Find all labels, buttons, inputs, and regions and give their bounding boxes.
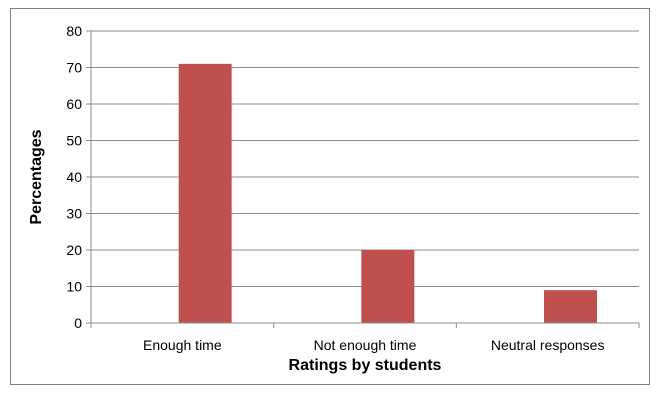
bar bbox=[544, 290, 597, 323]
y-tick-label: 20 bbox=[66, 242, 82, 258]
y-axis-title: Percentages bbox=[28, 129, 45, 224]
gridlines bbox=[91, 30, 639, 287]
axes bbox=[86, 30, 640, 328]
y-tick-label: 60 bbox=[66, 96, 82, 112]
chart-frame: 0 10 20 30 40 50 60 70 80 Enough time Not enough … bbox=[10, 8, 650, 385]
y-tick-label: 40 bbox=[66, 169, 82, 185]
x-category-label: Neutral responses bbox=[491, 337, 605, 353]
bar-chart: 0 10 20 30 40 50 60 70 80 Enough time Not enough … bbox=[28, 23, 640, 374]
y-tick-label: 50 bbox=[66, 133, 82, 149]
y-tick-label: 0 bbox=[74, 315, 82, 331]
x-category-labels: Enough time Not enough time Neutral respon… bbox=[143, 337, 604, 353]
y-tick-label: 80 bbox=[66, 23, 82, 39]
y-tick-label: 30 bbox=[66, 206, 82, 222]
bar bbox=[361, 250, 415, 323]
bar bbox=[178, 63, 232, 323]
x-axis-title: Ratings by students bbox=[289, 357, 442, 374]
bars bbox=[178, 63, 597, 323]
x-category-label: Not enough time bbox=[314, 337, 417, 353]
y-tick-label: 70 bbox=[66, 60, 82, 76]
y-tick-labels: 0 10 20 30 40 50 60 70 80 bbox=[66, 23, 82, 331]
y-tick-label: 10 bbox=[66, 279, 82, 295]
x-category-label: Enough time bbox=[143, 337, 222, 353]
